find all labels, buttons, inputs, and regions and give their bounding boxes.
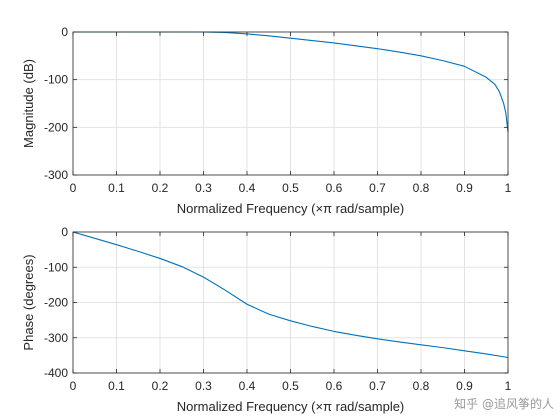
phase-y-tick-label: -200 bbox=[44, 296, 68, 310]
magnitude-y-tick-label: -200 bbox=[44, 120, 68, 134]
phase-x-tick-label: 0.2 bbox=[152, 379, 169, 393]
magnitude-y-tick-label: 0 bbox=[61, 25, 68, 39]
magnitude-x-tick-label: 0 bbox=[70, 181, 77, 195]
magnitude-x-tick-label: 1 bbox=[505, 181, 512, 195]
phase-y-tick-label: -300 bbox=[44, 331, 68, 345]
phase-y-tick-label: -100 bbox=[44, 260, 68, 274]
phase-x-tick-label: 0.8 bbox=[413, 379, 430, 393]
magnitude-plot: 0 0.1 0.2 0.3 0.4 0.5 0.6 0.7 0.8 0.9 1 0 -100 -200 -3… bbox=[21, 25, 512, 216]
magnitude-y-tick-label: -100 bbox=[44, 73, 68, 87]
phase-series-line bbox=[72, 231, 509, 359]
phase-x-tick-label: 0.7 bbox=[369, 379, 386, 393]
phase-x-tick-label: 1 bbox=[505, 379, 512, 393]
phase-x-tick-label: 0.4 bbox=[239, 379, 256, 393]
phase-y-tick-label: 0 bbox=[61, 225, 68, 239]
phase-y-axis-label: Phase (degrees) bbox=[21, 254, 36, 350]
magnitude-x-tick-label: 0.5 bbox=[282, 181, 299, 195]
magnitude-x-tick-label: 0.6 bbox=[326, 181, 343, 195]
phase-x-tick-label: 0.6 bbox=[326, 379, 343, 393]
magnitude-x-tick-label: 0.3 bbox=[195, 181, 212, 195]
magnitude-x-tick-label: 0.4 bbox=[239, 181, 256, 195]
magnitude-x-axis-label: Normalized Frequency (×π rad/sample) bbox=[177, 201, 405, 216]
phase-x-tick-label: 0.1 bbox=[108, 379, 125, 393]
phase-x-tick-label: 0.5 bbox=[282, 379, 299, 393]
phase-x-tick-label: 0 bbox=[70, 379, 77, 393]
phase-x-axis-label: Normalized Frequency (×π rad/sample) bbox=[177, 399, 405, 414]
phase-x-tick-label: 0.9 bbox=[456, 379, 473, 393]
magnitude-y-axis-label: Magnitude (dB) bbox=[21, 59, 36, 148]
watermark-text: 知乎 @追风筝的人 bbox=[454, 397, 554, 411]
magnitude-y-tick-label: -300 bbox=[44, 168, 68, 182]
phase-x-tick-label: 0.3 bbox=[195, 379, 212, 393]
phase-y-tick-label: -400 bbox=[44, 366, 68, 380]
magnitude-x-tick-label: 0.1 bbox=[108, 181, 125, 195]
phase-plot: 0 0.1 0.2 0.3 0.4 0.5 0.6 0.7 0.8 0.9 1 0 -100 -200 -3… bbox=[21, 225, 512, 414]
magnitude-x-tick-label: 0.2 bbox=[152, 181, 169, 195]
magnitude-x-tick-label: 0.9 bbox=[456, 181, 473, 195]
magnitude-x-tick-label: 0.8 bbox=[413, 181, 430, 195]
magnitude-x-tick-label: 0.7 bbox=[369, 181, 386, 195]
